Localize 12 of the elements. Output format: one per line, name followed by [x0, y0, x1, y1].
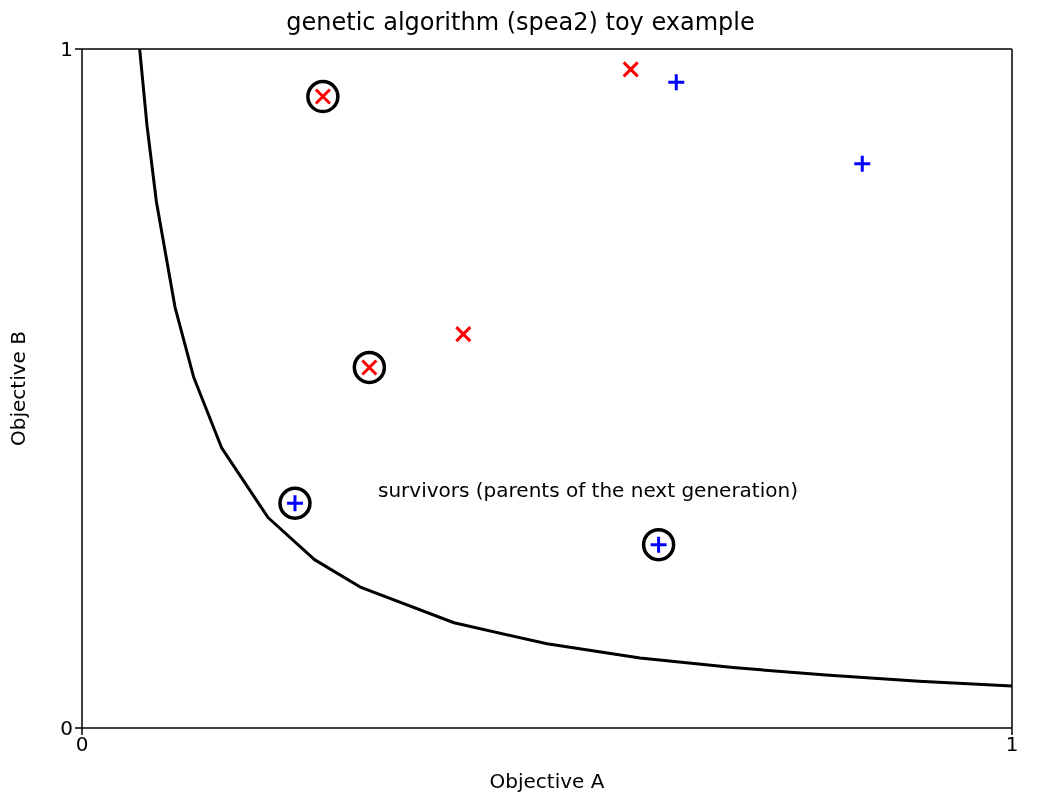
point: [852, 154, 872, 174]
chart-title: genetic algorithm (spea2) toy example: [285, 8, 756, 36]
point: [641, 527, 676, 562]
point: [352, 350, 387, 385]
point: [622, 60, 640, 78]
point: [306, 79, 340, 114]
annotation: survivors (parents of the next generation): [378, 478, 798, 502]
x-axis-title: Objective A: [489, 769, 605, 793]
point: [666, 72, 686, 92]
y-axis-title: Objective B: [6, 331, 31, 446]
point: [278, 486, 312, 520]
point: [454, 325, 472, 343]
